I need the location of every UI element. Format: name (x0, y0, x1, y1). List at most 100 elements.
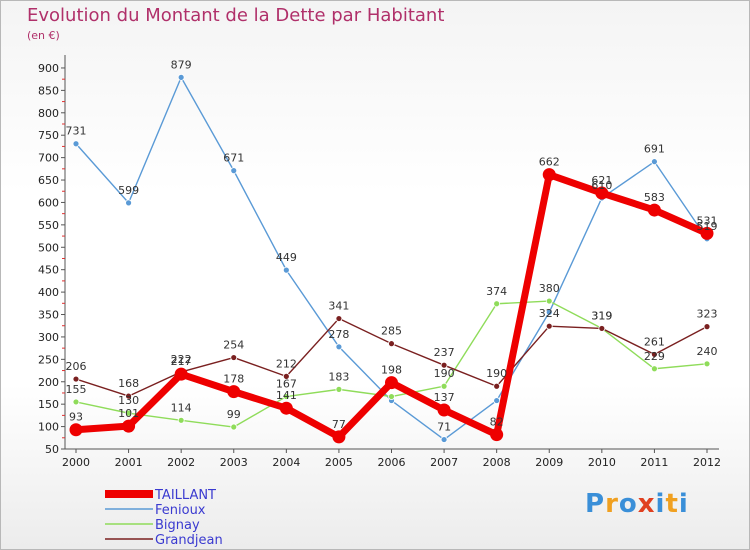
y-tick-label: 250 (38, 353, 59, 366)
point-grandjean (230, 354, 238, 361)
data-label-grandjean: 206 (66, 360, 87, 373)
point-taillant (385, 376, 398, 390)
point-grandjean (125, 392, 132, 400)
point-grandjean (282, 372, 290, 380)
point-taillant (647, 203, 661, 217)
y-tick-label: 400 (38, 286, 59, 299)
point-bignay (440, 382, 448, 390)
data-label-grandjean: 261 (644, 335, 665, 348)
y-tick-label: 350 (38, 309, 59, 322)
data-label-taillant: 82 (490, 416, 504, 429)
data-label-taillant: 621 (591, 174, 612, 187)
point-taillant (122, 419, 136, 433)
data-label-fenioux: 610 (591, 179, 612, 192)
data-label-grandjean: 212 (276, 357, 297, 370)
data-label-grandjean: 254 (223, 339, 244, 352)
point-grandjean (72, 375, 80, 383)
point-bignay (651, 365, 658, 373)
x-tick-label: 2007 (430, 456, 458, 469)
data-label-bignay: 183 (328, 370, 349, 383)
data-label-grandjean: 237 (434, 346, 455, 359)
data-label-bignay: 167 (276, 378, 297, 391)
data-label-grandjean: 323 (697, 308, 718, 321)
data-label-fenioux: 278 (328, 328, 349, 341)
data-label-fenioux: 731 (66, 125, 87, 138)
point-fenioux (230, 167, 238, 175)
point-bignay (493, 300, 501, 308)
data-label-fenioux: 879 (171, 58, 192, 71)
data-label-grandjean: 222 (171, 353, 192, 366)
data-label-grandjean: 341 (328, 300, 349, 313)
point-fenioux (125, 199, 132, 207)
x-tick-label: 2004 (272, 456, 300, 469)
point-taillant (490, 428, 504, 442)
point-bignay (703, 360, 711, 368)
data-label-taillant: 101 (118, 407, 139, 420)
point-taillant (279, 401, 293, 415)
point-grandjean (335, 315, 343, 322)
data-label-taillant: 178 (223, 373, 244, 386)
data-label-taillant: 93 (69, 411, 83, 424)
data-label-bignay: 240 (697, 345, 718, 358)
x-axis-ticks: 2000 2001 2002 2003 2004 2005 2006 2007 2008 2009… (62, 449, 721, 469)
proxiti-logo: Proxiti (585, 489, 689, 519)
y-tick-label: 700 (38, 152, 59, 165)
point-bignay (282, 393, 290, 400)
data-label-bignay: 319 (591, 309, 612, 322)
point-bignay (230, 423, 238, 431)
y-tick-label: 800 (38, 107, 59, 120)
x-tick-label: 2012 (693, 456, 721, 469)
point-grandjean (545, 322, 553, 330)
data-label-fenioux: 71 (437, 421, 451, 434)
point-grandjean (493, 382, 501, 390)
y-tick-label: 150 (38, 398, 59, 411)
x-tick-label: 2009 (535, 456, 563, 469)
logo-letter: r (605, 489, 619, 519)
data-label-grandjean: 319 (591, 309, 612, 322)
y-tick-label: 200 (38, 376, 59, 389)
y-tick-label: 600 (38, 196, 59, 209)
y-tick-label: 900 (38, 62, 59, 75)
y-tick-label: 750 (38, 129, 59, 142)
data-label-bignay: 229 (644, 350, 665, 363)
data-label-bignay: 99 (227, 408, 241, 421)
point-taillant (332, 430, 346, 444)
x-tick-label: 2011 (640, 456, 668, 469)
data-label-fenioux: 671 (223, 152, 244, 165)
data-label-grandjean: 285 (381, 325, 402, 338)
legend-label-fenioux: Fenioux (155, 503, 206, 518)
x-tick-label: 2003 (220, 456, 248, 469)
data-label-bignay: 380 (539, 282, 560, 295)
data-label-bignay: 155 (66, 383, 87, 396)
data-label-bignay: 114 (171, 401, 192, 414)
point-fenioux (493, 397, 501, 404)
legend-label-taillant: TAILLANT (154, 488, 216, 503)
legend-label-grandjean: Grandjean (155, 533, 223, 548)
x-tick-label: 2001 (115, 456, 143, 469)
data-label-bignay: 190 (434, 367, 455, 380)
y-tick-label: 550 (38, 219, 59, 232)
point-bignay (125, 409, 132, 417)
y-tick-label: 500 (38, 241, 59, 254)
data-label-taillant: 583 (644, 191, 665, 204)
data-label-taillant: 198 (381, 364, 402, 377)
point-taillant (595, 186, 609, 200)
x-tick-label: 2006 (378, 456, 406, 469)
point-taillant (227, 385, 241, 399)
x-tick-label: 2010 (588, 456, 616, 469)
data-labels: 731 599 879 671 449 278 71 610 691 519 155 130 114 99… (66, 58, 718, 433)
point-bignay (335, 385, 343, 393)
point-bignay (388, 393, 395, 400)
data-label-fenioux: 691 (644, 143, 665, 156)
point-fenioux (651, 158, 658, 166)
y-tick-label: 450 (38, 264, 59, 277)
point-fenioux (72, 140, 80, 148)
point-taillant (542, 168, 556, 182)
point-grandjean (598, 325, 606, 332)
data-label-fenioux: 519 (697, 220, 718, 233)
x-tick-label: 2008 (483, 456, 511, 469)
data-label-taillant: 137 (434, 391, 455, 404)
